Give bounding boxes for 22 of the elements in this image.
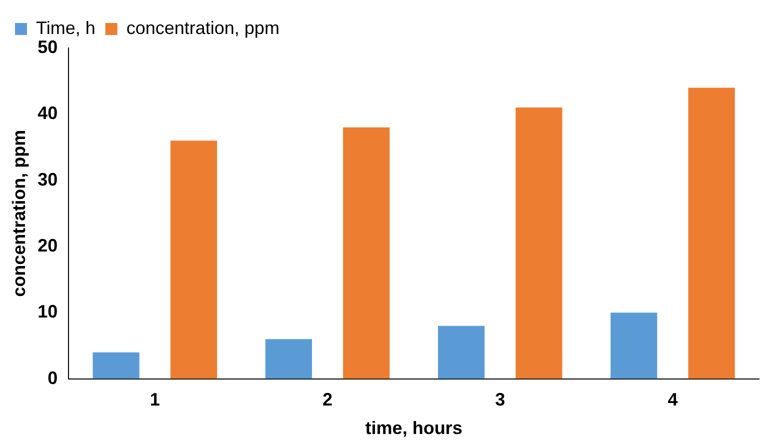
x-tick-label: 4 (668, 390, 678, 410)
y-tick-label: 30 (38, 169, 58, 190)
y-tick-label: 40 (38, 103, 58, 124)
y-tick-label: 10 (38, 302, 58, 322)
bar (438, 326, 485, 379)
bar (516, 108, 562, 379)
bar (170, 140, 218, 379)
x-axis-title: time, hours (365, 418, 462, 438)
x-tick-label: 1 (150, 390, 160, 410)
bar (610, 312, 658, 379)
x-tick-label: 3 (495, 390, 506, 410)
legend-label: Time, h (36, 18, 96, 38)
y-axis-title: concentration, ppm (8, 130, 29, 297)
x-tick-label: 2 (322, 390, 333, 410)
y-tick-label: 0 (48, 368, 58, 388)
bar (343, 127, 390, 379)
y-tick-label: 20 (38, 235, 58, 256)
bar (265, 339, 312, 379)
y-tick-label: 50 (38, 36, 58, 57)
bar (688, 88, 735, 379)
legend-label: concentration, ppm (126, 18, 280, 38)
bar (92, 352, 140, 379)
